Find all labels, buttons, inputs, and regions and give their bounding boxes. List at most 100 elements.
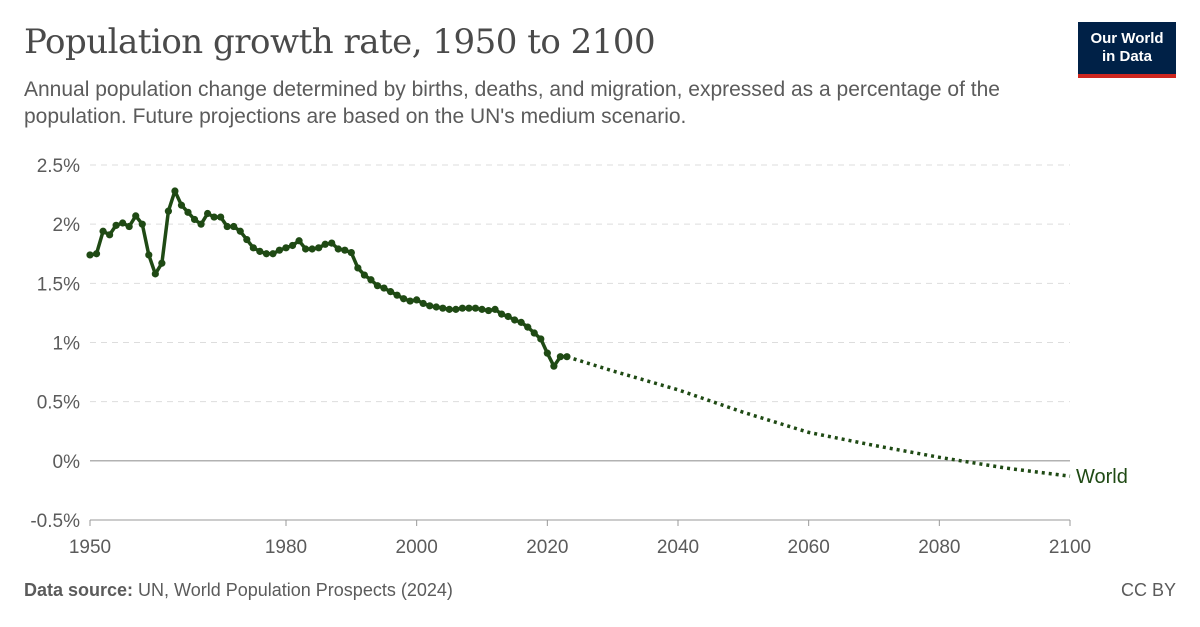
- data-point: [223, 222, 231, 231]
- data-point: [517, 318, 525, 326]
- y-tick-label: 0%: [53, 452, 81, 473]
- data-point: [458, 304, 466, 312]
- data-source-text: UN, World Population Prospects (2024): [133, 580, 453, 600]
- data-point: [164, 207, 172, 215]
- data-point: [256, 247, 264, 255]
- y-tick-label: -0.5%: [30, 511, 80, 532]
- data-point: [530, 329, 538, 337]
- data-point: [275, 246, 284, 254]
- data-point: [400, 295, 408, 303]
- data-point: [556, 353, 565, 361]
- license-link[interactable]: CC BY: [1120, 580, 1176, 600]
- data-point: [230, 222, 238, 231]
- x-axis: 1950 1980 2000 2020 2040 2060 2080 2100: [69, 519, 1091, 558]
- data-point: [341, 246, 349, 254]
- data-point: [288, 241, 297, 250]
- data-point: [125, 222, 133, 231]
- data-point: [269, 250, 277, 258]
- data-point: [132, 212, 140, 220]
- data-point: [119, 219, 127, 227]
- data-point: [393, 291, 401, 299]
- data-point: [537, 335, 545, 343]
- data-point: [498, 310, 506, 318]
- data-point: [543, 349, 551, 357]
- logo-line-2: in Data: [1101, 48, 1152, 65]
- data-point: [426, 302, 434, 310]
- data-point: [282, 244, 290, 252]
- data-point: [138, 220, 146, 228]
- data-point: [217, 213, 225, 221]
- y-tick-label: 2.5%: [37, 156, 80, 177]
- data-point: [99, 227, 107, 235]
- data-point: [145, 251, 153, 259]
- x-tick-label: 2020: [526, 537, 568, 558]
- data-point: [445, 305, 453, 313]
- data-point: [262, 250, 270, 258]
- data-point: [204, 209, 212, 218]
- data-point: [321, 240, 329, 248]
- data-point: [550, 362, 558, 370]
- data-point: [171, 187, 179, 195]
- data-point: [386, 288, 395, 296]
- data-point: [347, 248, 355, 257]
- data-point: [484, 306, 493, 315]
- data-point: [419, 299, 427, 308]
- data-source-label: Data source:: [24, 580, 134, 600]
- data-point: [354, 264, 362, 272]
- historical-line: [89, 189, 567, 368]
- data-point: [465, 304, 473, 312]
- data-point: [367, 276, 375, 284]
- data-point: [190, 215, 199, 224]
- data-point: [360, 271, 368, 279]
- data-point: [373, 282, 382, 290]
- data-point: [236, 227, 244, 235]
- data-point: [328, 239, 336, 247]
- x-tick-label: 2040: [657, 537, 699, 558]
- data-point: [491, 305, 499, 313]
- x-tick-label: 2100: [1049, 537, 1091, 558]
- x-tick-label: 2060: [788, 537, 830, 558]
- logo-line-1: Our World: [1090, 30, 1164, 47]
- data-point: [302, 245, 310, 253]
- data-point: [184, 208, 192, 216]
- y-grid: [90, 164, 1070, 521]
- series-world: World: [86, 187, 1128, 488]
- y-tick-label: 2%: [53, 215, 81, 236]
- data-point: [315, 244, 323, 252]
- data-point: [86, 251, 94, 259]
- data-point: [471, 304, 480, 312]
- projection-line: [566, 355, 1071, 478]
- data-point: [511, 316, 519, 324]
- data-point: [432, 303, 440, 311]
- data-point: [249, 244, 257, 252]
- x-tick-label: 2000: [396, 537, 438, 558]
- chart-subtitle: Annual population change determined by b…: [24, 78, 1000, 128]
- data-point: [308, 245, 316, 253]
- data-source: Data source: UN, World Population Prospe…: [24, 580, 453, 601]
- data-point: [243, 235, 251, 244]
- y-tick-label: 1%: [53, 334, 81, 355]
- data-point: [334, 245, 342, 253]
- data-point: [197, 220, 205, 228]
- data-point: [158, 259, 166, 267]
- owid-logo[interactable]: Our World in Data: [1078, 22, 1176, 78]
- data-point: [92, 250, 101, 258]
- y-tick-label: 0.5%: [37, 393, 80, 414]
- data-point: [210, 213, 218, 221]
- data-point: [439, 304, 447, 312]
- data-point: [452, 305, 460, 313]
- data-point: [524, 323, 532, 331]
- y-tick-label: 1.5%: [37, 274, 80, 295]
- x-tick-label: 1950: [69, 537, 111, 558]
- y-axis: -0.5% 0% 0.5% 1% 1.5% 2% 2.5%: [30, 156, 80, 532]
- data-point: [380, 284, 388, 292]
- x-tick-label: 1980: [265, 537, 307, 558]
- data-point: [112, 221, 120, 229]
- x-tick-label: 2080: [918, 537, 960, 558]
- data-point: [406, 297, 414, 305]
- data-point: [106, 231, 114, 239]
- data-point: [563, 353, 571, 361]
- data-point: [151, 270, 159, 278]
- data-point: [413, 296, 421, 304]
